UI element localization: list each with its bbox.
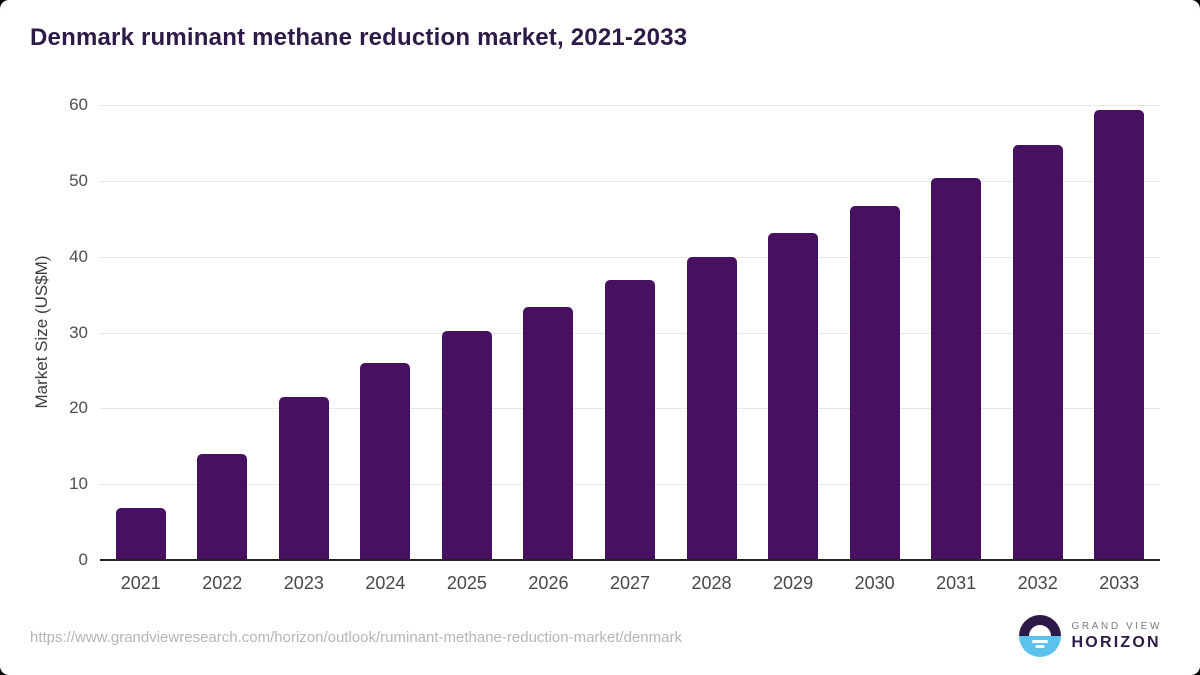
bar-2023 [278,396,329,559]
bar-2022 [197,454,248,559]
x-tick-label-2023: 2023 [283,573,324,593]
logo-sun-arch [1028,625,1051,636]
x-tick-label-2021: 2021 [120,573,161,593]
bar-2025 [441,330,492,559]
y-tick-label-30: 30 [69,322,88,342]
x-tick-label-2031: 2031 [936,573,977,593]
bar-2033 [1094,110,1145,559]
x-tick-label-2024: 2024 [365,573,406,593]
x-tick-label-2029: 2029 [773,573,814,593]
logo-wave-line [1035,645,1045,648]
gridline-40 [100,256,1160,258]
logo-product-text: HORIZON [1071,633,1161,651]
y-tick-label-60: 60 [69,95,88,114]
x-tick-label-2028: 2028 [691,573,732,593]
horizon-sunset-icon [1018,615,1061,657]
bar-2027 [605,279,655,559]
bar-2032 [1012,144,1063,559]
y-tick-label-0: 0 [78,550,88,569]
plot-area: 0 10 20 30 40 50 60 2021 2022 2023 2024 2025 2026 202… [69,95,1160,593]
x-axis-line [100,559,1160,561]
x-tick-label-2025: 2025 [446,573,487,593]
logo-wave-line [1031,640,1048,643]
x-tick-label-2033: 2033 [1099,573,1140,593]
x-tick-label-2030: 2030 [854,573,895,593]
footer: https://www.grandviewresearch.com/horizo… [0,615,1200,675]
source-url: https://www.grandviewresearch.com/horizo… [30,629,682,646]
y-tick-label-10: 10 [69,474,88,494]
bar-2031 [931,177,982,559]
y-tick-label-50: 50 [69,170,88,190]
x-tick-label-2026: 2026 [528,573,569,593]
gridline-50 [100,180,1160,182]
bar-2029 [768,232,819,559]
x-tick-label-2027: 2027 [609,573,650,593]
y-tick-label-40: 40 [69,246,88,266]
logo-text: GRAND VIEW HORIZON [1072,621,1162,652]
bar-2021 [115,508,166,559]
bar-2026 [523,307,574,559]
bar-2028 [686,257,737,559]
bar-2024 [360,362,411,559]
x-tick-label-2032: 2032 [1017,573,1058,593]
chart-title: Denmark ruminant methane reduction marke… [30,24,688,51]
grand-view-horizon-logo: GRAND VIEW HORIZON [1018,615,1162,657]
bar-2030 [849,206,900,559]
logo-brand-text: GRAND VIEW [1071,620,1162,632]
gridline-60 [100,105,1160,106]
y-tick-label-20: 20 [69,398,88,418]
x-tick-label-2022: 2022 [202,573,243,593]
